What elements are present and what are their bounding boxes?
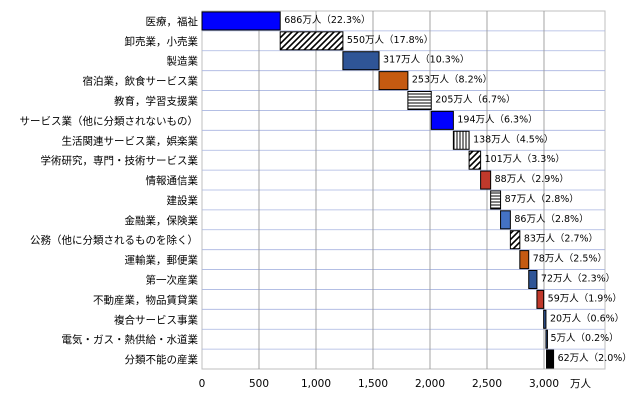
data-label: 59万人（1.9%） <box>548 292 622 304</box>
bar <box>509 230 521 250</box>
category-label: 第一次産業 <box>146 274 199 287</box>
category-label: 生活関連サービス業，娯楽業 <box>62 134 199 147</box>
x-tick-label: 1,000 <box>301 378 331 390</box>
bar <box>480 170 492 190</box>
category-label: 運輸業，郵便業 <box>125 254 199 267</box>
data-label: 5万人（0.2%） <box>551 332 619 344</box>
category-label: 建設業 <box>167 194 199 207</box>
bar <box>546 349 555 369</box>
data-label: 78万人（2.5%） <box>533 253 607 265</box>
category-label: 宿泊業，飲食サービス業 <box>83 75 199 88</box>
bar <box>468 150 482 170</box>
category-label: 分類不能の産業 <box>125 353 199 366</box>
data-label: 550万人（17.8%） <box>347 34 433 46</box>
x-unit-label: 万人 <box>570 378 591 390</box>
x-tick-label: 2,000 <box>415 378 445 390</box>
category-label: 情報通信業 <box>146 174 199 187</box>
category-label: 卸売業，小売業 <box>125 35 199 48</box>
data-label: 20万人（0.6%） <box>550 312 624 324</box>
category-label: 医療，福祉 <box>146 15 199 28</box>
data-label: 88万人（2.9%） <box>495 173 569 185</box>
category-label: 公務（他に分類されるものを除く） <box>30 234 198 247</box>
category-label: 不動産業，物品賃貸業 <box>93 293 198 306</box>
category-label: 学術研究，専門・技術サービス業 <box>41 154 199 167</box>
data-label: 83万人（2.7%） <box>524 233 598 245</box>
bar <box>519 250 530 270</box>
category-label: 製造業 <box>167 55 199 68</box>
x-tick-label: 3,000 <box>529 378 559 390</box>
bar <box>536 289 545 309</box>
bar <box>430 110 454 130</box>
data-label: 686万人（22.3%） <box>284 14 370 26</box>
x-tick-label: 1,500 <box>358 378 388 390</box>
category-label: サービス業（他に分類されないもの） <box>20 114 199 127</box>
bar <box>490 190 502 210</box>
category-label: 複合サービス事業 <box>114 313 198 326</box>
data-label: 205万人（6.7%） <box>435 94 515 106</box>
bar <box>201 11 281 31</box>
category-label: 教育，学習支援業 <box>114 95 198 108</box>
data-label: 138万人（4.5%） <box>473 133 553 145</box>
data-label: 87万人（2.8%） <box>505 193 579 205</box>
bar <box>543 309 547 329</box>
labels: 0 500 1,000 1,500 2,000 2,500 3,000 万人 医療，福祉 686万… <box>20 14 630 390</box>
x-tick-label: 2,500 <box>472 378 502 390</box>
category-label: 電気・ガス・熱供給・水道業 <box>62 333 199 346</box>
bar <box>452 130 470 150</box>
data-label: 317万人（10.3%） <box>383 54 469 66</box>
data-label: 253万人（8.2%） <box>412 74 492 86</box>
grid-lines <box>201 10 606 370</box>
bars <box>201 11 555 369</box>
bar <box>500 210 511 230</box>
data-label: 62万人（2.0%） <box>558 352 630 364</box>
bar <box>545 329 548 349</box>
bar <box>279 31 344 51</box>
data-label: 86万人（2.8%） <box>514 213 588 225</box>
bar <box>378 71 409 91</box>
category-label: 金融業，保険業 <box>125 214 199 227</box>
x-tick-label: 0 <box>199 378 206 390</box>
bar <box>407 91 432 110</box>
bar <box>528 270 538 289</box>
data-label: 101万人（3.3%） <box>485 153 565 165</box>
x-tick-label: 500 <box>249 378 269 390</box>
data-label: 72万人（2.3%） <box>541 273 615 285</box>
bar <box>342 51 380 71</box>
data-label: 194万人（6.3%） <box>457 113 537 125</box>
